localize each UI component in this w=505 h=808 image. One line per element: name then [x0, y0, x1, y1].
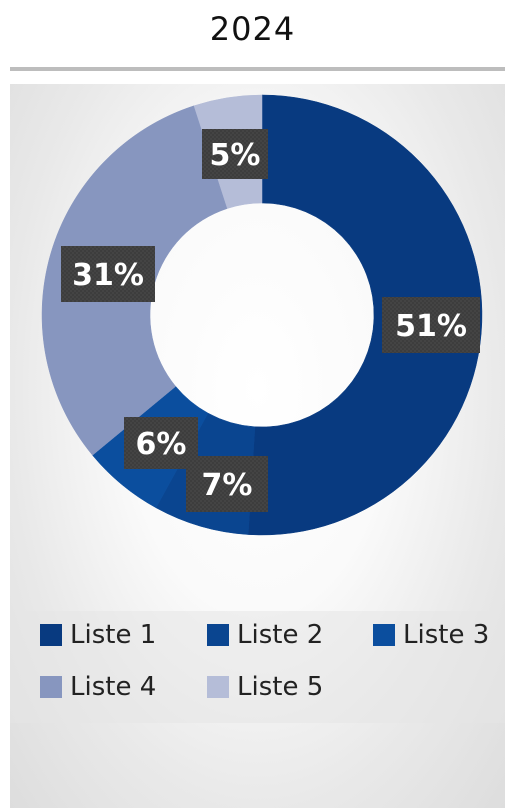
legend-background	[10, 611, 505, 723]
legend-label: Liste 5	[237, 672, 324, 702]
legend-swatch	[207, 624, 229, 646]
legend-swatch	[207, 676, 229, 698]
legend-item-2: Liste 2	[207, 620, 323, 650]
data-label-text: 6%	[136, 427, 187, 462]
chart-title: 2024	[209, 10, 296, 48]
data-label-box	[186, 456, 268, 512]
data-label-1: 51%	[382, 297, 480, 353]
data-label-text: 7%	[202, 468, 253, 503]
legend-label: Liste 2	[237, 620, 324, 650]
data-label-5: 5%	[202, 129, 268, 179]
data-label-2: 7%	[186, 456, 268, 512]
legend-swatch	[373, 624, 395, 646]
legend-item-1: Liste 1	[40, 620, 156, 650]
data-label-text: 51%	[395, 309, 467, 344]
data-label-box	[61, 246, 155, 302]
data-label-text: 31%	[72, 258, 144, 293]
legend-swatch	[40, 676, 62, 698]
donut-slice-1	[247, 94, 483, 536]
legend-item-5: Liste 5	[207, 672, 323, 702]
title-divider	[10, 67, 505, 71]
legend-label: Liste 1	[70, 620, 157, 650]
data-label-text: 5%	[210, 138, 261, 173]
legend-swatch	[40, 624, 62, 646]
legend-item-3: Liste 3	[373, 620, 489, 650]
legend-item-4: Liste 4	[40, 672, 156, 702]
data-label-box	[124, 417, 198, 469]
data-label-box	[382, 297, 480, 353]
data-label-4: 31%	[61, 246, 155, 302]
data-label-box	[202, 129, 268, 179]
data-label-3: 6%	[124, 417, 198, 469]
legend-label: Liste 4	[70, 672, 157, 702]
legend-label: Liste 3	[403, 620, 490, 650]
